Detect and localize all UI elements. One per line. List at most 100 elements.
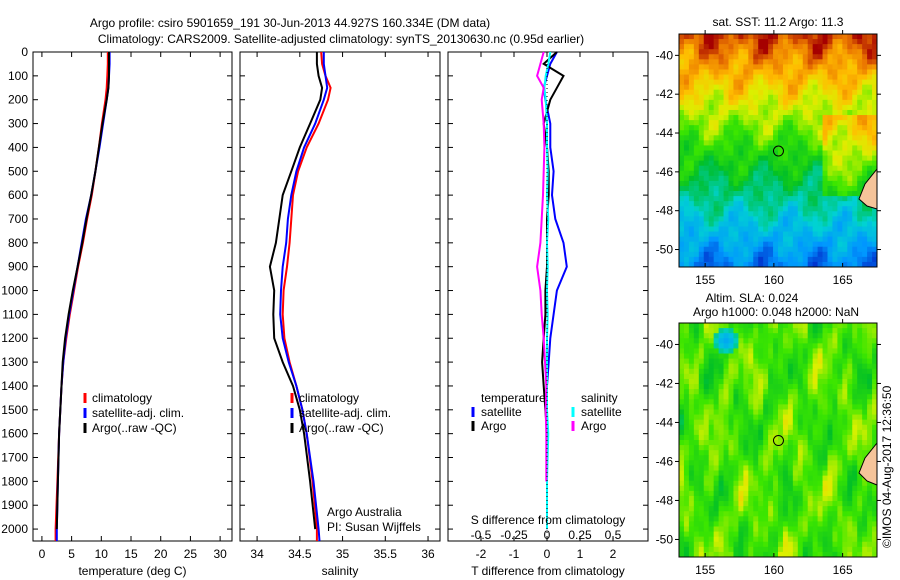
y-tick-label: 1500 — [1, 403, 28, 417]
y-tick-label: 0 — [21, 45, 28, 59]
x-tick-label: 2 — [610, 547, 617, 561]
map-y-tick-label: -40 — [656, 337, 674, 351]
legend-title-temperature: temperature — [481, 391, 546, 405]
y-tick-label: 500 — [8, 164, 28, 178]
map-y-tick-label: -50 — [656, 532, 674, 546]
plot-frame — [447, 51, 649, 542]
plot-frame — [32, 51, 233, 542]
title-line-1: Argo profile: csiro 5901659_191 30-Jun-2… — [90, 16, 490, 30]
map-x-tick-label: 165 — [833, 563, 853, 577]
map-x-tick-label: 160 — [764, 563, 784, 577]
y-tick-label: 1100 — [2, 307, 28, 321]
x-axis-label: temperature (deg C) — [78, 564, 186, 578]
series-line-climatology — [281, 51, 332, 541]
y-tick-label: 1800 — [1, 474, 28, 488]
y-tick-label: 600 — [8, 188, 28, 202]
y-tick-label: 1900 — [1, 498, 28, 512]
y-tick-label: 1600 — [1, 427, 28, 441]
map-y-tick-label: -48 — [656, 204, 674, 218]
y-tick-label: 800 — [8, 236, 28, 250]
x-tick-label: -1 — [509, 547, 520, 561]
map-y-tick-label: -42 — [656, 87, 674, 101]
legend-title-salinity: salinity — [581, 391, 618, 405]
y-tick-label: 1400 — [1, 379, 28, 393]
s-tick-label: -0.25 — [500, 528, 528, 542]
y-tick-label: 900 — [8, 260, 28, 274]
sst-map-title: sat. SST: 11.2 Argo: 11.3 — [713, 15, 844, 29]
y-tick-label: 200 — [8, 93, 28, 107]
x-tick-label: 5 — [68, 547, 75, 561]
map-y-tick-label: -42 — [656, 376, 674, 390]
x-tick-label: 36 — [421, 547, 435, 561]
x-axis-label: T difference from climatology — [471, 564, 625, 578]
map-y-tick-label: -50 — [656, 243, 674, 257]
map-frame — [678, 322, 878, 558]
legend-label: climatology — [299, 391, 359, 405]
x-tick-label: 30 — [213, 547, 227, 561]
s-tick-label: 0.25 — [568, 528, 592, 542]
argo-position-marker — [772, 435, 784, 447]
s-tick-label: 0 — [544, 528, 551, 542]
map-y-tick-label: -44 — [656, 415, 674, 429]
y-tick-label: 300 — [8, 117, 28, 131]
sla-map-title-1: Altim. SLA: 0.024 — [706, 291, 799, 305]
y-tick-label: 1700 — [1, 451, 28, 465]
x-tick-label: -2 — [476, 547, 487, 561]
legend-label: Argo — [581, 419, 607, 433]
difference-profile-panel: -2 -1 0 1 2 T difference from climatology S di… — [447, 51, 649, 578]
map-x-tick-label: 155 — [695, 273, 715, 287]
series-line-satellite-adj-clim- — [279, 52, 329, 542]
y-tick-label: 400 — [8, 140, 28, 154]
legend-label: satellite — [581, 405, 622, 419]
map-y-tick-label: -46 — [656, 454, 674, 468]
legend-label: climatology — [92, 391, 152, 405]
credit-text: ©IMOS 04-Aug-2017 12:36:50 — [880, 385, 894, 548]
x-tick-label: 15 — [124, 547, 138, 561]
x-tick-label: 1 — [577, 547, 584, 561]
x-tick-label: 20 — [154, 547, 168, 561]
salinity-profile-panel: 34 34.5 35 35.5 36 salinity climatologysatelli… — [239, 51, 441, 578]
legend-label: satellite-adj. clim. — [299, 406, 391, 420]
y-tick-label: 100 — [8, 69, 28, 83]
sst-map: 155 160 165 -40 -42 -44 -46 -48 -50 sat. SST: 11.… — [656, 15, 881, 287]
x-tick-label: 0 — [544, 547, 551, 561]
annotation-line: PI: Susan Wijffels — [327, 520, 421, 534]
s-axis-label: S difference from climatology — [471, 513, 626, 527]
annotation-line: Argo Australia — [327, 505, 402, 519]
x-tick-label: 34.5 — [288, 547, 312, 561]
legend-label: Argo(..raw -QC) — [92, 421, 177, 435]
x-tick-label: 35 — [336, 547, 350, 561]
map-field — [679, 34, 878, 268]
y-tick-label: 1000 — [1, 284, 28, 298]
legend-label: Argo(..raw -QC) — [299, 421, 384, 435]
map-y-tick-label: -46 — [656, 165, 674, 179]
x-tick-label: 34 — [250, 547, 264, 561]
map-y-tick-label: -48 — [656, 493, 674, 507]
x-tick-label: 0 — [39, 547, 46, 561]
map-x-tick-label: 160 — [764, 273, 784, 287]
x-axis-label: salinity — [322, 564, 359, 578]
y-tick-label: 1200 — [1, 331, 28, 345]
map-field — [679, 323, 878, 558]
legend-label: Argo — [481, 419, 507, 433]
map-y-tick-label: -40 — [656, 48, 674, 62]
s-tick-label: -0.5 — [471, 528, 492, 542]
title-line-2: Climatology: CARS2009. Satellite-adjuste… — [98, 32, 584, 46]
x-tick-label: 10 — [95, 547, 109, 561]
y-tick-label: 700 — [8, 212, 28, 226]
series-line-argo-raw-qc- — [268, 52, 324, 530]
series-line-climatology — [54, 52, 109, 541]
y-tick-label: 1300 — [1, 355, 28, 369]
map-x-tick-label: 165 — [833, 273, 853, 287]
legend-label: satellite — [481, 405, 522, 419]
map-y-tick-label: -44 — [656, 126, 674, 140]
map-frame — [678, 33, 878, 268]
map-x-tick-label: 155 — [695, 563, 715, 577]
series-line-argo-raw-qc- — [55, 52, 110, 530]
series-line-s-satellite — [543, 51, 552, 530]
series-line-s-argo — [536, 51, 548, 482]
x-tick-label: 25 — [184, 547, 198, 561]
x-tick-label: 35.5 — [374, 547, 398, 561]
s-tick-label: 0.5 — [605, 528, 622, 542]
